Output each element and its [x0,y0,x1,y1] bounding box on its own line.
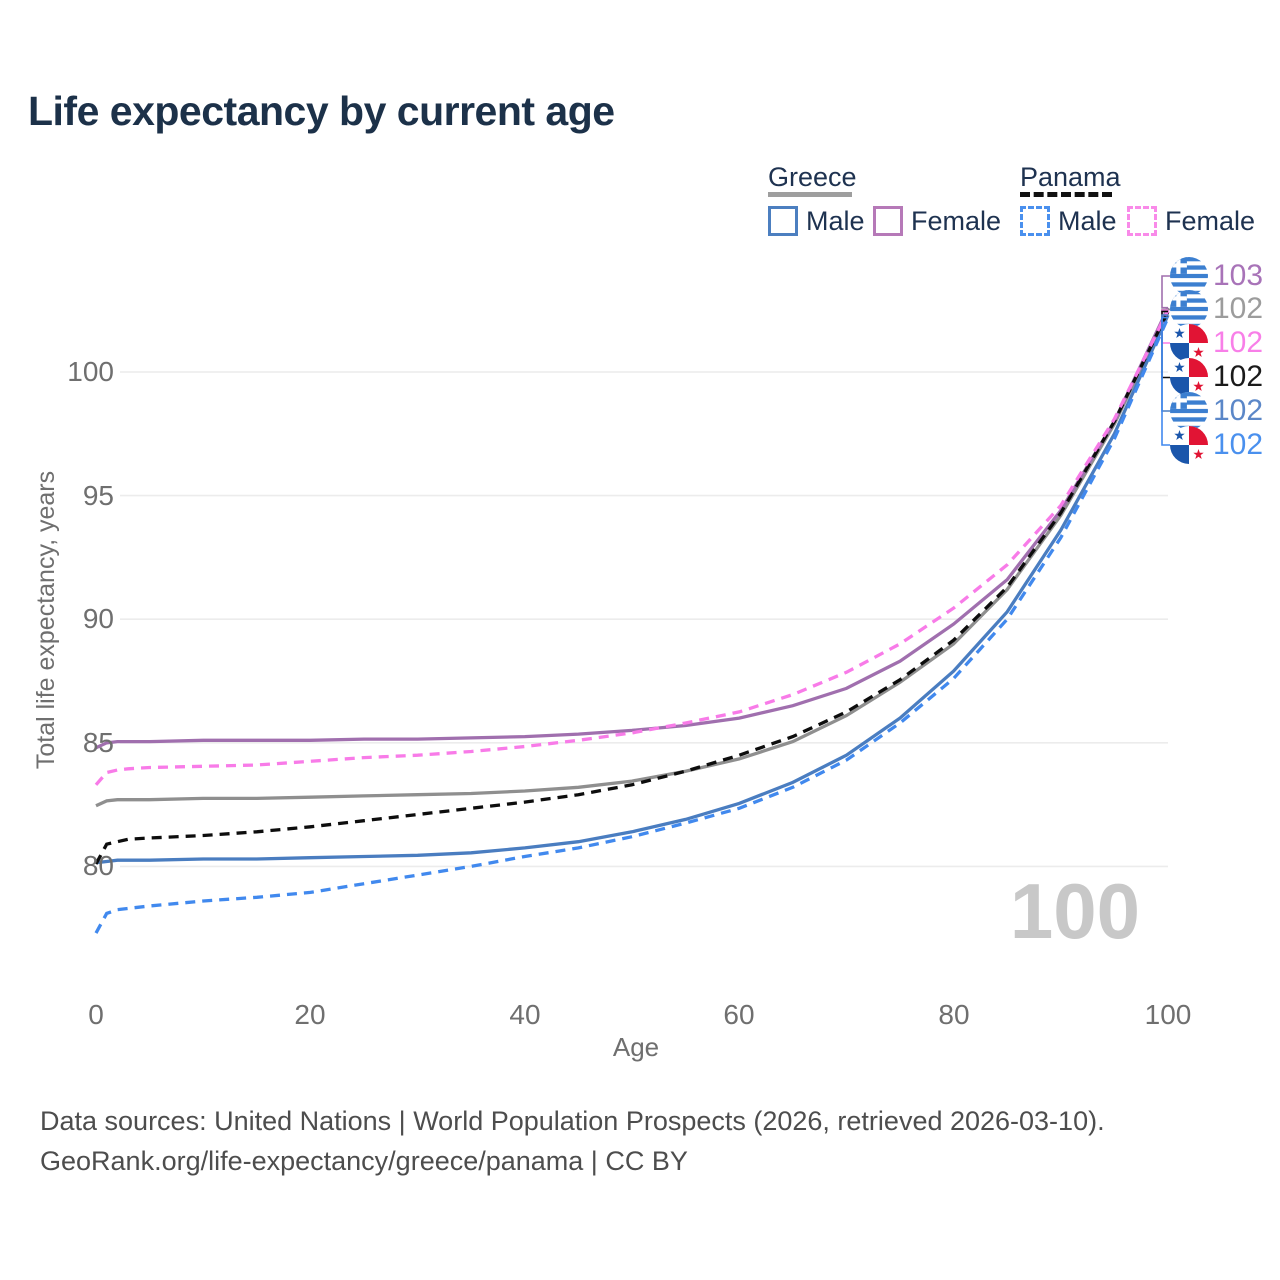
panama-flag-icon [1170,324,1208,362]
legend-checkbox-panama-female[interactable] [1127,206,1157,236]
series-line-greece-male [95,314,1170,865]
legend-label-greece-female[interactable]: Female [911,206,1002,236]
end-label-panama-male: 102 [1170,426,1263,464]
gridlines [120,371,1168,868]
y-tick-80: 80 [82,850,114,881]
series-line-panama-male [94,316,1170,934]
series-line-panama-both [94,310,1170,865]
legend-checkbox-panama-male[interactable] [1020,206,1050,236]
y-tick-100: 100 [67,356,114,387]
page-title: Life expectancy by current age [28,88,615,134]
x-tick-0: 0 [88,999,104,1030]
end-value: 102 [1213,292,1264,325]
x-tick-20: 20 [294,999,326,1030]
y-tick-95: 95 [82,480,114,511]
x-tick-100: 100 [1144,999,1192,1030]
end-label-greece-female: 103 [1170,257,1263,295]
greece-flag-icon [1170,257,1208,295]
end-value: 102 [1213,428,1264,461]
legend-label-greece-male[interactable]: Male [806,206,865,236]
legend-group-panama-title: Panama [1020,162,1121,192]
end-value: 103 [1213,259,1264,292]
end-value: 102 [1213,326,1264,359]
legend-label-panama-female[interactable]: Female [1165,206,1256,236]
age-counter-watermark: 100 [1009,867,1140,955]
end-label-greece-both: 102 [1170,290,1263,328]
end-label-greece-male: 102 [1170,392,1263,430]
legend-panama-line-sample [1020,192,1112,197]
greece-flag-icon [1170,392,1208,430]
end-label-panama-both: 102 [1170,358,1263,396]
series-line-greece-both [95,310,1170,808]
legend-checkbox-greece-female[interactable] [873,206,903,236]
x-axis-title: Age [612,1032,660,1062]
x-tick-80: 80 [938,999,970,1030]
y-tick-85: 85 [82,727,114,758]
end-value: 102 [1213,360,1264,393]
data-sources-text: Data sources: United Nations | World Pop… [40,1106,1105,1136]
legend-greece-line-sample [768,192,852,197]
end-label-panama-female: 102 [1170,324,1263,362]
leader-line [1161,316,1171,446]
series-line-panama-female [94,309,1170,786]
attribution-link-text[interactable]: GeoRank.org/life-expectancy/greece/panam… [40,1146,688,1176]
x-tick-60: 60 [723,999,755,1030]
legend-label-panama-male[interactable]: Male [1058,206,1117,236]
legend-checkbox-greece-male[interactable] [768,206,798,236]
x-tick-40: 40 [509,999,541,1030]
legend-group-greece-title: Greece [768,162,857,192]
y-tick-90: 90 [82,603,114,634]
series-line-greece-female [95,306,1170,750]
end-value: 102 [1213,394,1264,427]
greece-flag-icon [1170,290,1208,328]
panama-flag-icon [1170,426,1208,464]
panama-flag-icon [1170,358,1208,396]
y-axis-title: Total life expectancy, years [32,470,60,770]
leader-line [1161,275,1171,309]
